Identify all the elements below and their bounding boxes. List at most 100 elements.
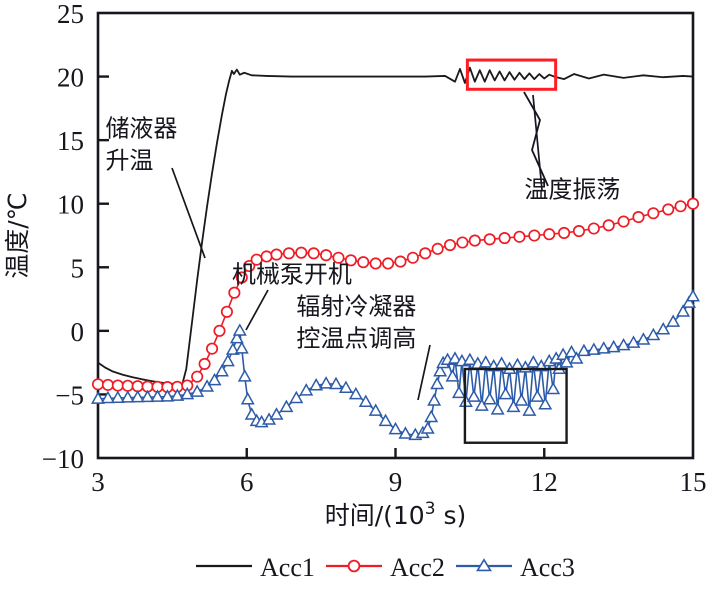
marker-Acc2 [198,357,211,370]
y-axis-tick-label-10: 10 [57,190,84,220]
marker-Acc2 [282,247,295,260]
marker-Acc2 [617,215,630,228]
marker-Acc3 [433,364,448,377]
x-axis-tick-label-12: 12 [531,467,558,497]
marker-Acc3 [430,376,445,390]
y-axis-tick-label-25: 25 [57,0,84,29]
marker-Acc2 [320,249,333,262]
annotation-reservoir-heating-line1: 储液器 [105,114,177,142]
marker-Acc2 [431,242,444,255]
marker-Acc3 [368,403,383,416]
marker-Acc3 [200,379,215,392]
leader-line-temperature-oscillation-upper [523,91,549,187]
marker-Acc2 [332,251,345,264]
legend-marker-Acc2 [347,559,361,573]
legend-label-Acc2: Acc2 [390,553,445,582]
marker-Acc3 [506,399,521,413]
marker-Acc2 [602,219,615,232]
marker-Acc3 [338,380,353,394]
marker-Acc2 [295,246,308,259]
marker-Acc2 [686,197,700,210]
marker-Acc2 [205,342,219,355]
marker-Acc3 [526,355,541,368]
marker-Acc3 [348,386,363,400]
marker-Acc2 [213,324,226,337]
marker-Acc3 [100,390,115,404]
marker-Acc2 [344,254,357,267]
marker-Acc2 [111,379,124,392]
legend-marker-Acc3 [476,558,492,572]
marker-Acc3 [91,391,105,404]
y-axis-tick-label-20: 20 [57,63,84,93]
legend-label-Acc3: Acc3 [520,553,575,582]
marker-Acc3 [498,386,513,400]
y-axis-tick-label--5: −5 [55,380,84,410]
marker-Acc3 [427,393,442,406]
marker-Acc2 [483,233,496,246]
marker-Acc3 [220,353,235,367]
marker-Acc3 [120,390,135,403]
marker-Acc2 [121,379,134,392]
marker-Acc2 [662,203,675,216]
marker-Acc2 [382,257,395,270]
marker-Acc3 [398,426,413,439]
marker-Acc3 [576,343,591,357]
marker-Acc3 [626,335,641,348]
marker-Acc3 [559,355,574,368]
marker-Acc3 [140,389,155,403]
y-axis-tick-label--10: −10 [42,444,84,474]
marker-Acc3 [530,389,545,402]
marker-Acc3 [462,352,477,366]
marker-Acc3 [358,394,373,408]
marker-Acc3 [180,386,195,400]
marker-Acc3 [388,421,403,435]
marker-Acc3 [656,322,671,335]
marker-Acc2 [674,200,687,213]
marker-Acc3 [445,369,460,382]
marker-Acc3 [420,421,435,434]
marker-Acc3 [299,383,314,396]
marker-Acc3 [269,407,284,420]
annotation-reservoir-heating-line2: 升温 [105,146,153,174]
y-axis-tick-label-15: 15 [57,126,84,156]
marker-Acc3 [682,295,697,308]
marker-Acc2 [357,256,370,269]
legend-label-Acc1: Acc1 [260,553,315,582]
marker-Acc3 [482,391,497,405]
x-axis-tick-label-9: 9 [389,467,403,497]
marker-Acc3 [190,384,205,397]
x-axis-title: 时间/(103 s) [325,499,467,530]
marker-Acc2 [528,229,541,242]
marker-Acc2 [632,211,645,224]
marker-Acc3 [424,409,439,423]
marker-Acc3 [451,385,466,399]
series-line-Acc1 [97,66,694,386]
y-axis-tick-label-5: 5 [71,253,85,283]
marker-Acc3 [229,330,244,344]
marker-Acc2 [406,251,419,264]
marker-Acc3 [309,377,324,391]
marker-Acc3 [237,369,252,382]
marker-Acc3 [616,337,631,351]
marker-Acc2 [558,226,571,240]
leader-line-mechanical-pump-start [245,289,269,331]
y-axis-tick-label-0: 0 [71,317,85,347]
x-axis-tick-label-3: 3 [91,467,105,497]
marker-Acc2 [91,378,105,391]
marker-Acc3 [240,391,255,405]
marker-Acc3 [207,372,222,386]
marker-Acc2 [647,207,660,220]
marker-Acc2 [228,286,241,299]
y-axis-title: 温度/℃ [3,192,32,279]
marker-Acc2 [443,238,457,252]
marker-Acc2 [513,230,526,243]
marker-Acc2 [369,257,382,270]
marker-Acc3 [234,341,249,354]
marker-Acc3 [546,381,561,395]
marker-Acc2 [191,370,204,383]
marker-Acc2 [220,305,233,318]
marker-Acc3 [606,339,621,353]
marker-Acc3 [214,364,229,377]
annotation-radiant-condenser-setpoint-line2: 控温点调高 [296,324,416,352]
